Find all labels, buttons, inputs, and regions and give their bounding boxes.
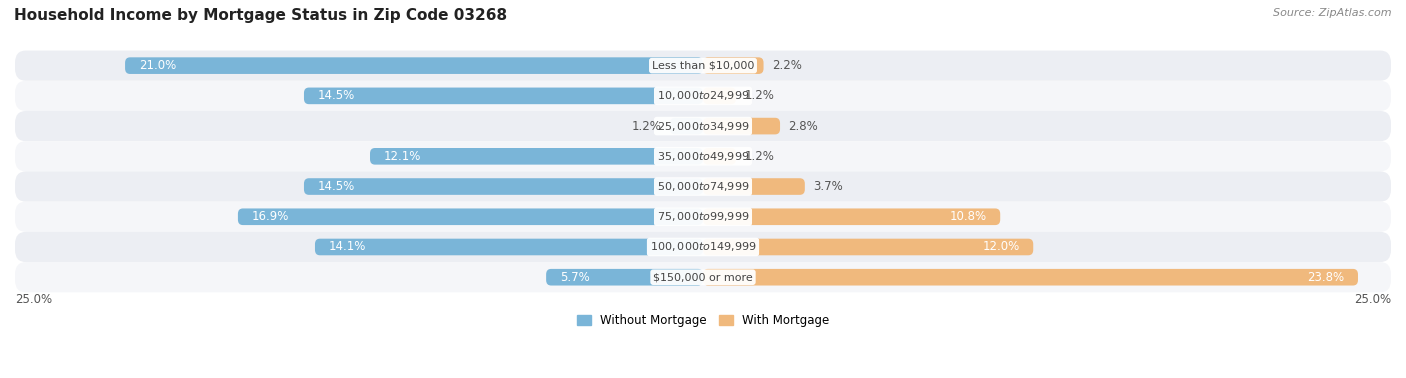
FancyBboxPatch shape [703, 269, 1358, 285]
Text: $35,000 to $49,999: $35,000 to $49,999 [657, 150, 749, 163]
Text: $100,000 to $149,999: $100,000 to $149,999 [650, 240, 756, 254]
FancyBboxPatch shape [15, 81, 1391, 111]
Text: Source: ZipAtlas.com: Source: ZipAtlas.com [1274, 8, 1392, 17]
FancyBboxPatch shape [671, 118, 703, 135]
FancyBboxPatch shape [15, 141, 1391, 172]
Text: 12.1%: 12.1% [384, 150, 422, 163]
Text: 16.9%: 16.9% [252, 210, 290, 223]
FancyBboxPatch shape [703, 88, 735, 104]
Text: 25.0%: 25.0% [15, 293, 52, 306]
FancyBboxPatch shape [703, 178, 804, 195]
Text: 1.2%: 1.2% [631, 119, 662, 133]
Text: 2.8%: 2.8% [789, 119, 818, 133]
FancyBboxPatch shape [125, 57, 703, 74]
FancyBboxPatch shape [546, 269, 703, 285]
Text: $150,000 or more: $150,000 or more [654, 272, 752, 282]
Text: 25.0%: 25.0% [1354, 293, 1391, 306]
Text: 10.8%: 10.8% [949, 210, 987, 223]
Text: 1.2%: 1.2% [744, 150, 775, 163]
FancyBboxPatch shape [703, 118, 780, 135]
FancyBboxPatch shape [703, 148, 735, 165]
FancyBboxPatch shape [238, 208, 703, 225]
Text: 3.7%: 3.7% [813, 180, 842, 193]
FancyBboxPatch shape [304, 88, 703, 104]
Text: 2.2%: 2.2% [772, 59, 801, 72]
Text: $25,000 to $34,999: $25,000 to $34,999 [657, 119, 749, 133]
FancyBboxPatch shape [370, 148, 703, 165]
FancyBboxPatch shape [703, 239, 1033, 255]
Text: 14.5%: 14.5% [318, 180, 354, 193]
Text: Less than $10,000: Less than $10,000 [652, 60, 754, 71]
Text: 23.8%: 23.8% [1308, 271, 1344, 284]
FancyBboxPatch shape [15, 111, 1391, 141]
FancyBboxPatch shape [15, 172, 1391, 201]
Text: 1.2%: 1.2% [744, 89, 775, 102]
FancyBboxPatch shape [304, 178, 703, 195]
Text: $75,000 to $99,999: $75,000 to $99,999 [657, 210, 749, 223]
Text: Household Income by Mortgage Status in Zip Code 03268: Household Income by Mortgage Status in Z… [14, 8, 508, 23]
FancyBboxPatch shape [703, 57, 763, 74]
Text: $50,000 to $74,999: $50,000 to $74,999 [657, 180, 749, 193]
Text: $10,000 to $24,999: $10,000 to $24,999 [657, 89, 749, 102]
FancyBboxPatch shape [703, 208, 1000, 225]
FancyBboxPatch shape [15, 232, 1391, 262]
Text: 5.7%: 5.7% [560, 271, 589, 284]
Text: 14.1%: 14.1% [329, 240, 366, 254]
Text: 14.5%: 14.5% [318, 89, 354, 102]
Text: 21.0%: 21.0% [139, 59, 176, 72]
Text: 12.0%: 12.0% [983, 240, 1019, 254]
FancyBboxPatch shape [15, 51, 1391, 81]
FancyBboxPatch shape [315, 239, 703, 255]
FancyBboxPatch shape [15, 201, 1391, 232]
Legend: Without Mortgage, With Mortgage: Without Mortgage, With Mortgage [572, 310, 834, 332]
FancyBboxPatch shape [15, 262, 1391, 292]
